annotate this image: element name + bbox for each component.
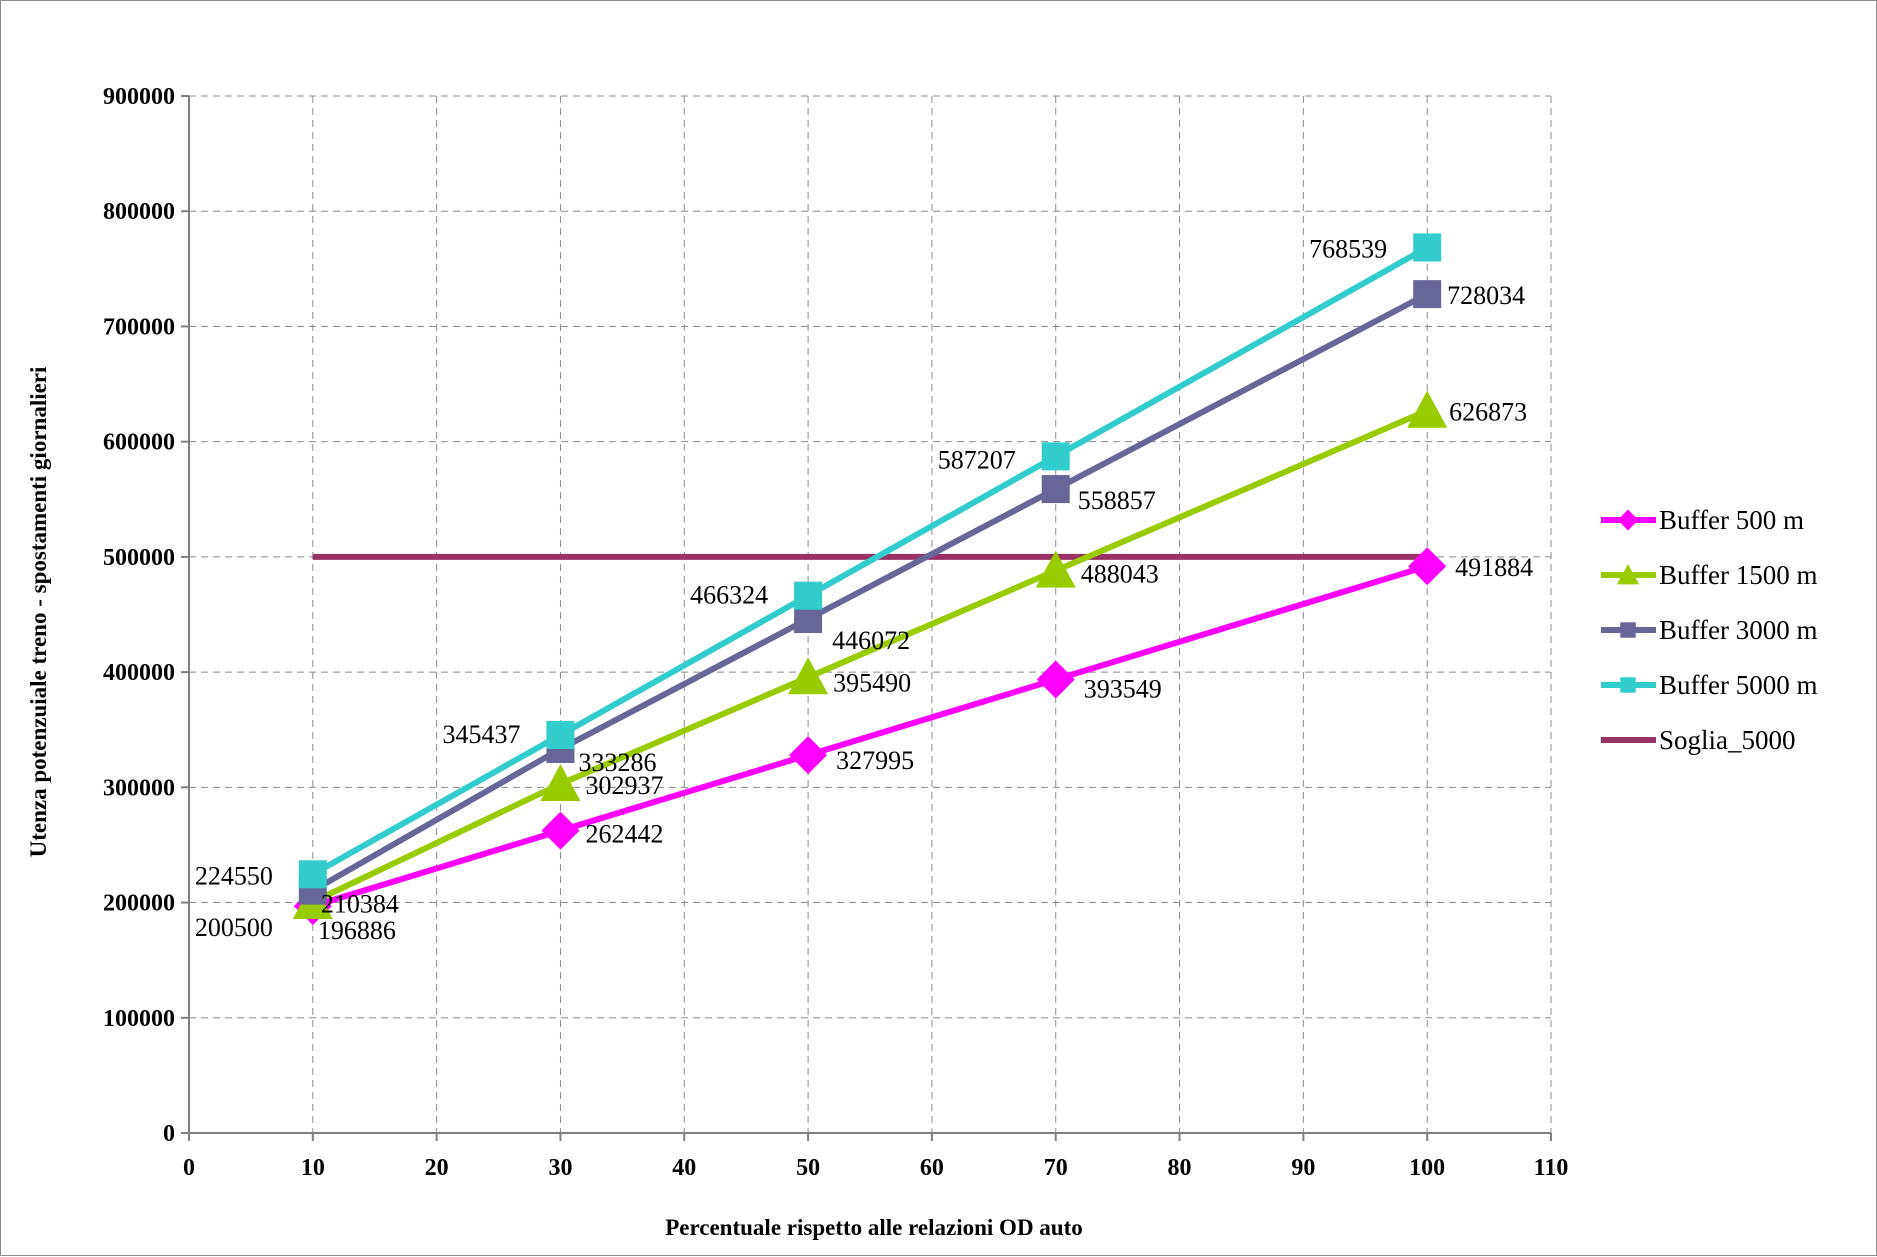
x-tick-label: 60 (920, 1155, 944, 1181)
y-tick-label: 300000 (103, 775, 175, 801)
data-label: 302937 (585, 771, 663, 800)
y-tick-label: 800000 (103, 199, 175, 225)
data-label: 768539 (1309, 234, 1387, 263)
data-point (1408, 547, 1447, 586)
x-tick-label: 20 (425, 1155, 449, 1181)
y-tick-label: 900000 (103, 84, 175, 110)
grid-layer (189, 95, 1552, 1133)
y-tick-label: 700000 (103, 314, 175, 340)
axes-layer: 0100000200000300000400000500000600000700… (103, 84, 1568, 1181)
data-label: 327995 (836, 746, 914, 775)
data-point (1413, 233, 1442, 262)
data-label: 210384 (321, 890, 399, 919)
data-point (540, 763, 581, 801)
legend-label: Soglia_5000 (1659, 725, 1796, 755)
x-tick-label: 30 (548, 1155, 572, 1181)
x-tick-label: 70 (1044, 1155, 1068, 1181)
y-tick-label: 0 (163, 1121, 175, 1147)
legend-swatch-marker (1617, 564, 1639, 585)
legend: Buffer 500 m Buffer 1500 m Buffer 3000 m Bu… (1601, 505, 1817, 755)
data-point (788, 657, 829, 695)
y-tick-label: 200000 (103, 891, 175, 917)
legend-entry: Soglia_5000 (1601, 725, 1796, 755)
legend-label: Buffer 1500 m (1659, 560, 1817, 590)
legend-swatch-marker (1620, 622, 1636, 638)
data-label: 395490 (833, 668, 911, 697)
data-label: 626873 (1449, 398, 1527, 427)
x-tick-label: 100 (1409, 1155, 1445, 1181)
x-tick-label: 50 (796, 1155, 820, 1181)
x-tick-label: 10 (301, 1155, 325, 1181)
legend-swatch-marker (1620, 677, 1636, 693)
data-label: 393549 (1084, 675, 1162, 704)
data-label: 587207 (938, 445, 1016, 474)
y-axis-title: Utenza potenzuiale treno - spostamenti g… (26, 366, 51, 857)
legend-label: Buffer 500 m (1659, 505, 1804, 535)
data-point (546, 720, 575, 749)
legend-label: Buffer 3000 m (1659, 615, 1817, 645)
x-axis-title: Percentuale rispetto alle relazioni OD a… (665, 1215, 1083, 1240)
x-tick-label: 110 (1534, 1155, 1569, 1181)
legend-entry: Buffer 5000 m (1601, 670, 1817, 700)
x-tick-label: 80 (1168, 1155, 1192, 1181)
data-label: 345437 (442, 720, 520, 749)
data-point (1407, 390, 1448, 428)
legend-entry: Buffer 1500 m (1601, 560, 1817, 590)
data-label: 446072 (832, 626, 910, 655)
series-line (311, 291, 1429, 894)
data-label: 333286 (578, 748, 656, 777)
data-point (789, 736, 828, 775)
data-point (1041, 442, 1070, 471)
series-layer (292, 233, 1448, 926)
data-label: 728034 (1447, 281, 1525, 310)
legend-label: Buffer 5000 m (1659, 670, 1817, 700)
y-tick-label: 100000 (103, 1006, 175, 1032)
data-label: 558857 (1078, 486, 1156, 515)
data-point (298, 860, 327, 889)
y-tick-label: 500000 (103, 545, 175, 571)
data-label: 224550 (195, 861, 273, 890)
y-tick-label: 400000 (103, 660, 175, 686)
data-label: 200500 (195, 913, 273, 942)
data-label: 488043 (1081, 560, 1159, 589)
data-label: 196886 (318, 916, 396, 945)
x-tick-label: 40 (672, 1155, 696, 1181)
x-tick-label: 0 (183, 1155, 195, 1181)
data-point (1041, 475, 1070, 504)
legend-entry: Buffer 3000 m (1601, 615, 1817, 645)
data-point (794, 605, 823, 634)
data-point (541, 811, 580, 850)
data-label: 491884 (1455, 553, 1533, 582)
legend-swatch-marker (1617, 509, 1639, 531)
data-point (1413, 280, 1442, 309)
data-label: 262442 (585, 820, 663, 849)
series-line (311, 244, 1429, 877)
legend-entry: Buffer 500 m (1601, 505, 1804, 535)
data-point (794, 581, 823, 610)
y-tick-label: 600000 (103, 430, 175, 456)
data-label: 466324 (690, 581, 768, 610)
data-point (1035, 550, 1076, 588)
series-line (311, 407, 1429, 905)
data-point (1036, 660, 1075, 699)
data-labels-layer: 196886 262442 327995 393549 491884 200500 3029… (195, 234, 1533, 945)
x-tick-label: 90 (1291, 1155, 1315, 1181)
